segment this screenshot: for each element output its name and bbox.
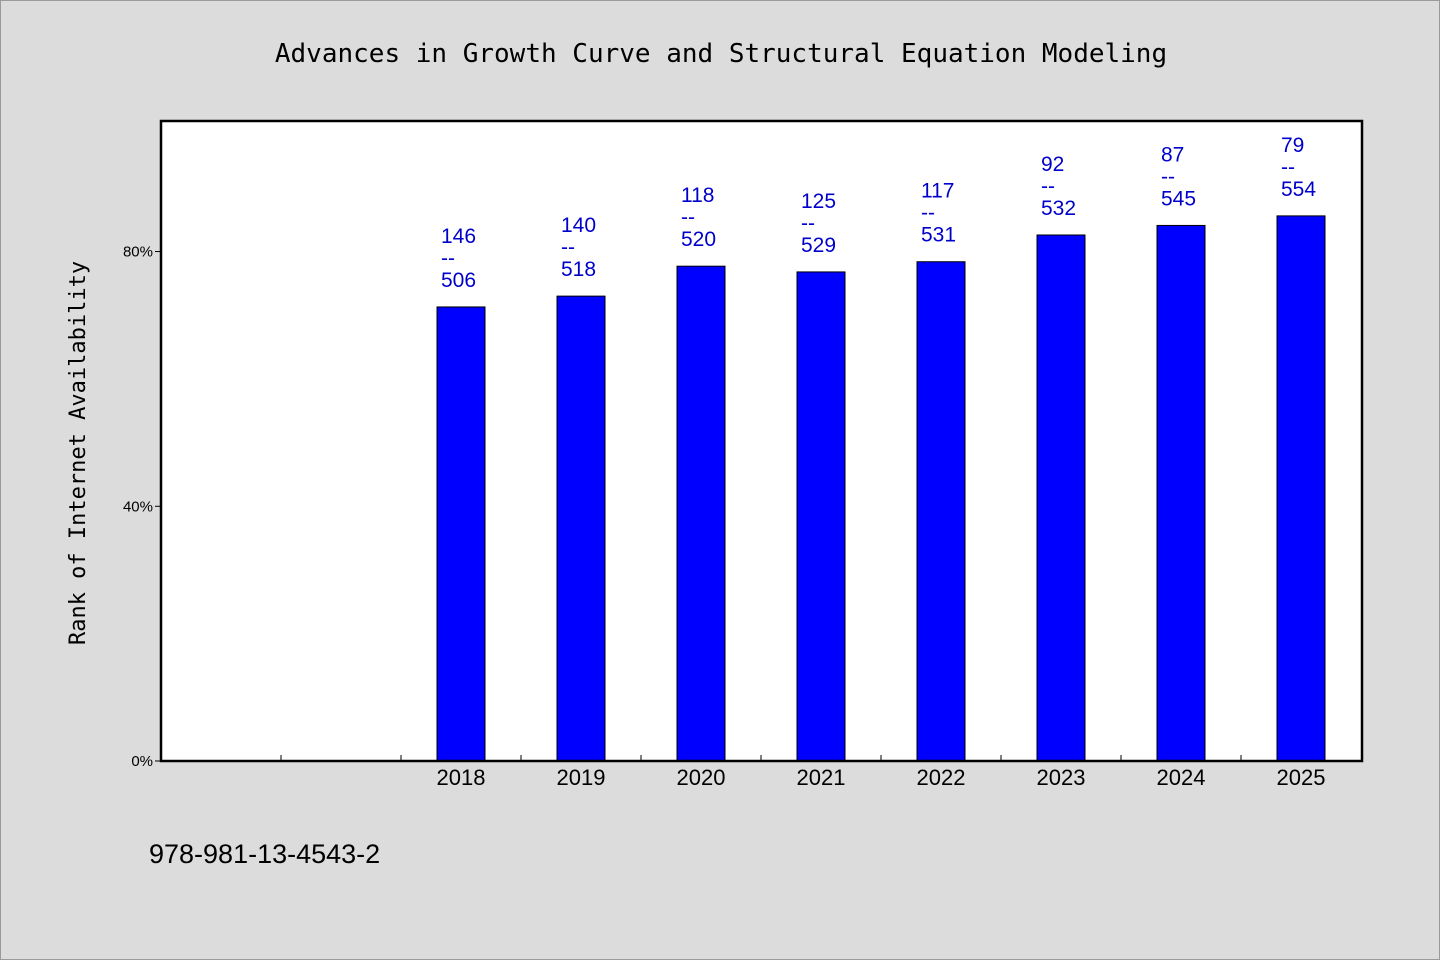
y-tick-label: 0%	[131, 753, 153, 770]
bar-data-label-line: 520	[681, 228, 716, 251]
bar-2023	[1036, 234, 1086, 762]
bar-data-label-line: 529	[801, 234, 836, 257]
x-tick-label: 2020	[677, 765, 726, 790]
bar-data-label-line: 117	[921, 180, 954, 203]
bar-data-label: 125 --529	[801, 190, 836, 257]
plot-frame	[159, 119, 1364, 763]
bar-data-label-line: 79	[1281, 134, 1304, 157]
x-tick-label: 2019	[557, 765, 606, 790]
bar-data-label: 146 --506	[441, 225, 476, 292]
bar-2024	[1156, 224, 1206, 762]
y-tick-label: 80%	[123, 244, 153, 261]
bar-2018	[436, 306, 486, 762]
bar-data-label: 118 --520	[681, 184, 716, 251]
bar-2020	[676, 265, 726, 762]
chart-title: Advances in Growth Curve and Structural …	[275, 39, 1167, 69]
x-tick-label: 2023	[1037, 765, 1086, 790]
bar-data-label-line: 146	[441, 225, 476, 248]
bar-2019	[556, 295, 606, 762]
bar-data-label: 92 --532	[1041, 153, 1076, 220]
x-tick-label: 2018	[437, 765, 486, 790]
bar-data-label: 117 --531	[921, 180, 956, 247]
bar-data-label-line: --	[921, 202, 935, 225]
bar-data-label: 79 --554	[1281, 134, 1316, 201]
bar-data-label-line: 531	[921, 224, 956, 247]
bar-2022	[916, 261, 966, 762]
bar-data-label-line: 532	[1041, 197, 1076, 220]
bar-data-label-line: --	[1041, 175, 1055, 198]
x-tick-label: 2025	[1277, 765, 1326, 790]
bar-data-label-line: --	[561, 236, 575, 259]
bar-data-label-line: --	[801, 212, 815, 235]
bar-2025	[1276, 215, 1326, 762]
y-tick-label: 40%	[123, 498, 153, 515]
bar-data-label-line: 118	[681, 184, 714, 207]
bar-data-label-line: --	[681, 206, 695, 229]
x-tick-label: 2022	[917, 765, 966, 790]
bar-data-label-line: --	[441, 247, 455, 270]
x-tick-label: 2021	[797, 765, 846, 790]
bar-data-label-line: --	[1161, 165, 1175, 188]
bar-data-label-line: 506	[441, 269, 476, 292]
y-axis: 0% 40% 80%	[123, 244, 161, 770]
bar-data-label-line: 545	[1161, 187, 1196, 210]
bar-data-label-line: 518	[561, 258, 596, 281]
x-tick-label: 2024	[1157, 765, 1206, 790]
bar-data-label-line: 554	[1281, 178, 1316, 201]
x-axis: 2018 2019 2020 2021 2022 2023 2024 2025	[280, 755, 1326, 790]
bar-2021	[796, 271, 846, 762]
bars-group	[436, 215, 1326, 762]
bar-data-label-line: 92	[1041, 153, 1064, 176]
bar-data-label-line: --	[1281, 156, 1295, 179]
isbn-text: 978-981-13-4543-2	[149, 839, 380, 869]
bar-data-label-line: 87	[1161, 143, 1184, 166]
bar-data-label-line: 125	[801, 190, 836, 213]
y-axis-label: Rank of Internet Availability	[66, 261, 91, 645]
bar-data-label: 87 --545	[1161, 143, 1196, 210]
bar-data-label: 140 --518	[561, 214, 596, 281]
bar-data-label-line: 140	[561, 214, 596, 237]
